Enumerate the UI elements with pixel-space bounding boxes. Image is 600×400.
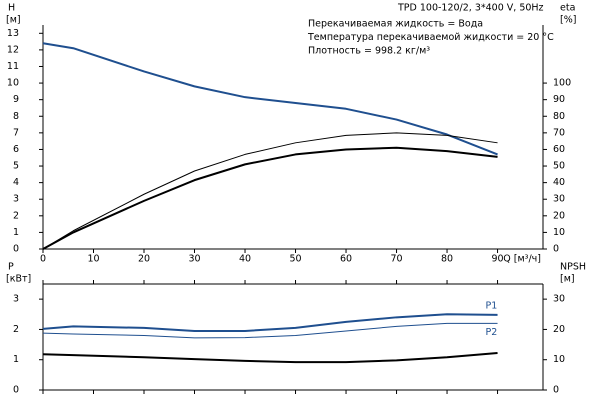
y2-tick-label: 30 [553, 194, 565, 205]
x-tick-label: 50 [289, 254, 301, 265]
x-tick-label: 20 [138, 254, 150, 265]
annotation-box [305, 1, 545, 59]
y-tick-label: 10 [7, 78, 19, 89]
y-tick-label: 0 [13, 385, 19, 396]
y2-tick-label: 0 [553, 385, 559, 396]
x-tick-label: 80 [441, 254, 453, 265]
y2-axis-unit: [%] [560, 15, 576, 26]
x-tick-label: 0 [40, 254, 46, 265]
curve [42, 146, 498, 250]
y-tick-label: 1 [13, 354, 19, 365]
curve [42, 322, 498, 339]
curve [42, 132, 498, 250]
y2-tick-label: 90 [553, 94, 565, 105]
y2-tick-label: 100 [553, 78, 571, 89]
curve [42, 352, 498, 364]
y-tick-label: 6 [13, 144, 19, 155]
curve [42, 313, 498, 332]
y-tick-label: 0 [13, 244, 19, 255]
annotation: Плотность = 998.2 кг/м³ [308, 46, 430, 57]
annotation: Перекачиваемая жидкость = Вода [308, 19, 483, 30]
y2-tick-label: 80 [553, 111, 565, 122]
y-axis-unit: [кВт] [6, 274, 31, 285]
y-tick-label: 9 [13, 94, 19, 105]
y2-tick-label: 70 [553, 127, 565, 138]
series-label: P1 [486, 300, 498, 311]
chart-title: TPD 100-120/2, 3*400 V, 50Hz [397, 3, 544, 14]
y-tick-label: 3 [13, 294, 19, 305]
y2-tick-label: 30 [553, 294, 565, 305]
curve [42, 42, 498, 156]
x-tick-label: 90 [491, 254, 503, 265]
y2-tick-label: 20 [553, 324, 565, 335]
x-tick-label: 60 [340, 254, 352, 265]
y-tick-label: 4 [13, 177, 19, 188]
x-tick-label: 30 [188, 254, 200, 265]
y2-tick-label: 50 [553, 161, 565, 172]
y2-tick-label: 60 [553, 144, 565, 155]
y-tick-label: 8 [13, 111, 19, 122]
annotation: Температура перекачиваемой жидкости = 20… [307, 32, 554, 43]
x-axis-label: Q [м³/ч] [503, 254, 541, 265]
y-tick-label: 2 [13, 324, 19, 335]
y-tick-label: 3 [13, 194, 19, 205]
y-tick-label: 13 [7, 28, 19, 39]
y-tick-label: 2 [13, 210, 19, 221]
y-tick-label: 5 [13, 161, 19, 172]
y-tick-label: 12 [7, 44, 19, 55]
x-tick-label: 10 [87, 254, 99, 265]
x-tick-label: 70 [390, 254, 402, 265]
y2-tick-label: 0 [553, 244, 559, 255]
series-label: P2 [486, 327, 498, 338]
y-tick-label: 1 [13, 227, 19, 238]
y-tick-label: 11 [7, 61, 19, 72]
y-tick-label: 7 [13, 127, 19, 138]
y2-axis-label: eta [560, 3, 575, 14]
y2-tick-label: 10 [553, 227, 565, 238]
y2-tick-label: 20 [553, 210, 565, 221]
x-tick-label: 40 [239, 254, 251, 265]
y2-tick-label: 10 [553, 354, 565, 365]
y2-axis-label: NPSH [560, 262, 586, 273]
y-axis-label: P [8, 262, 14, 273]
y2-axis-unit: [м] [560, 274, 575, 285]
y2-tick-label: 40 [553, 177, 565, 188]
y-axis-label: H [8, 3, 15, 14]
y-axis-unit: [м] [6, 15, 21, 26]
